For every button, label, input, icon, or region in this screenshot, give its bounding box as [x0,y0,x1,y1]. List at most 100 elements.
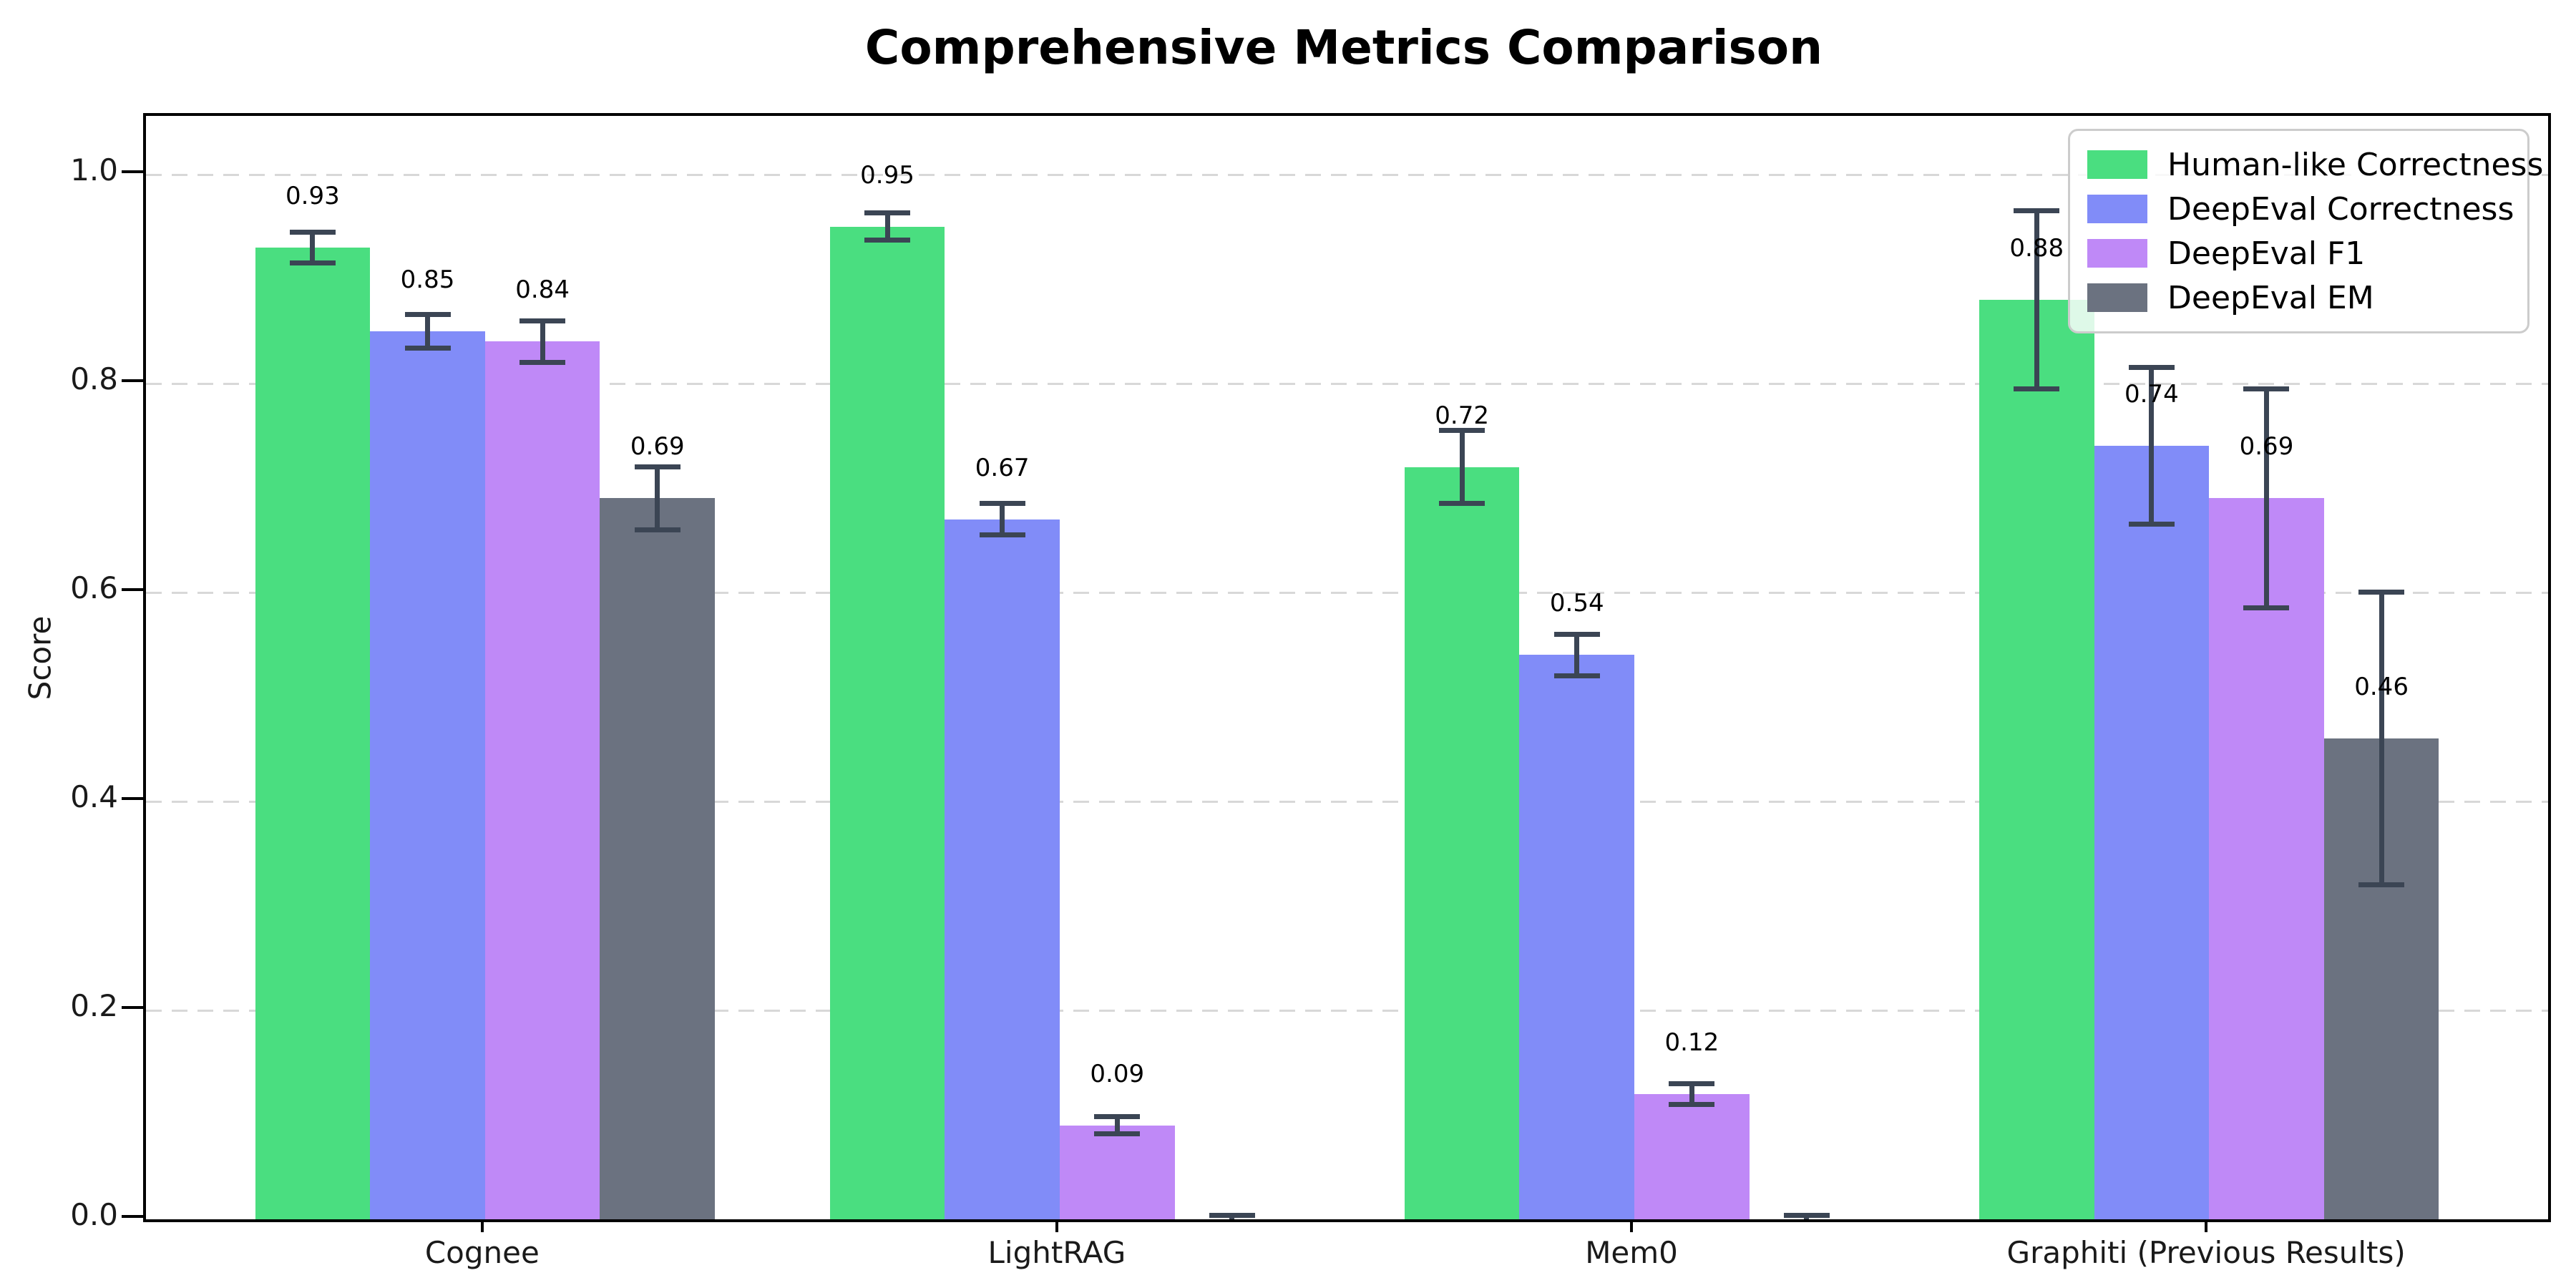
legend-label: DeepEval Correctness [2167,190,2514,228]
y-axis-tick [122,170,143,173]
error-bar-cap [404,311,451,317]
legend-item: DeepEval F1 [2087,231,2510,275]
bar [370,331,485,1219]
x-tick-label: LightRAG [987,1235,1126,1270]
error-bar-cap [979,532,1025,538]
legend-label: Human-like Correctness [2167,146,2544,183]
error-bar [1689,1083,1694,1105]
x-axis-tick [1055,1219,1058,1232]
legend-swatch [2087,239,2147,268]
error-bar [655,467,660,530]
error-bar-cap [2358,590,2405,595]
error-bar-cap [1209,1212,1255,1218]
value-label: 0.93 [286,182,340,210]
legend: Human-like Correctness DeepEval Correctne… [2068,129,2543,333]
error-bar-cap [634,464,680,470]
bar [600,498,716,1219]
x-tick-label: Mem0 [1585,1235,1678,1270]
grid-line [146,591,2548,594]
error-bar-cap [1553,631,1600,637]
error-bar-cap [634,527,680,532]
error-bar-cap [1669,1080,1715,1086]
error-bar [1459,430,1465,504]
bar [1634,1093,1750,1219]
legend-label: DeepEval EM [2167,279,2374,316]
y-axis-tick [122,587,143,591]
error-bar [884,213,890,240]
y-axis-tick [122,379,143,382]
y-tick-label: 0.8 [70,361,118,396]
bar [1059,1125,1175,1219]
bar [484,341,600,1219]
y-axis-tick [122,1005,143,1009]
x-axis-tick [480,1219,484,1232]
legend-item: DeepEval Correctness [2087,187,2514,231]
x-axis-tick [1630,1219,1634,1232]
value-label: 0.84 [515,275,570,305]
error-bar-cap [1784,1221,1830,1222]
error-bar [1574,634,1580,676]
error-bar [425,314,431,348]
bar [2209,498,2324,1219]
bar [2094,446,2210,1219]
error-bar [1000,503,1005,535]
error-bar-cap [289,229,336,235]
bar [255,247,371,1219]
error-bar-cap [2014,386,2060,391]
error-bar-cap [1439,501,1485,507]
value-label: 0.69 [2239,432,2294,462]
error-bar-cap [1094,1131,1141,1136]
error-bar-cap [519,360,566,366]
error-bar [2263,389,2269,608]
error-bar [2379,592,2384,885]
bar [945,519,1060,1219]
value-label: 0.74 [2124,380,2179,409]
value-label: 0.12 [1664,1028,1719,1057]
value-label: 0.95 [860,160,914,190]
error-bar-cap [2358,882,2405,888]
legend-item: DeepEval EM [2087,275,2510,320]
value-label: 0.67 [975,453,1030,482]
legend-swatch [2087,283,2147,312]
error-bar-cap [1553,673,1600,679]
error-bar-cap [2243,386,2290,391]
x-tick-label: Cognee [424,1235,540,1270]
error-bar-cap [1439,428,1485,434]
legend-swatch [2087,195,2147,223]
value-label: 0.09 [1090,1059,1145,1088]
value-label: 0.46 [2354,673,2409,702]
error-bar-cap [1669,1101,1715,1107]
value-label: 0.88 [2009,234,2064,263]
y-axis-tick [122,1215,143,1218]
value-label: 0.85 [400,265,455,294]
error-bar-cap [864,210,910,216]
error-bar-cap [2243,605,2290,611]
error-bar [540,321,545,363]
x-tick-label: Graphiti (Previous Results) [2006,1235,2406,1270]
grid-line [146,382,2548,385]
value-label: 0.69 [630,432,685,462]
bar [1979,300,2094,1219]
value-label: 0.72 [1435,401,1489,430]
legend-item: Human-like Correctness [2087,142,2543,187]
error-bar-cap [979,501,1025,507]
value-label: 0.54 [1549,589,1604,618]
legend-label: DeepEval F1 [2167,235,2366,272]
y-tick-label: 0.2 [70,987,118,1023]
y-tick-label: 1.0 [70,152,118,187]
grid-line [146,800,2548,803]
y-axis-tick [122,796,143,800]
error-bar-cap [1209,1221,1255,1222]
error-bar [310,232,316,263]
error-bar-cap [1094,1114,1141,1120]
y-tick-label: 0.6 [70,570,118,605]
error-bar-cap [2128,522,2175,527]
chart-title: Comprehensive Metrics Comparison [864,20,1823,75]
y-tick-label: 0.4 [70,779,118,814]
grid-line [146,1009,2548,1012]
error-bar-cap [1783,1212,1830,1218]
error-bar-cap [2014,208,2060,214]
error-bar-cap [2128,365,2175,371]
bar [1519,655,1635,1219]
